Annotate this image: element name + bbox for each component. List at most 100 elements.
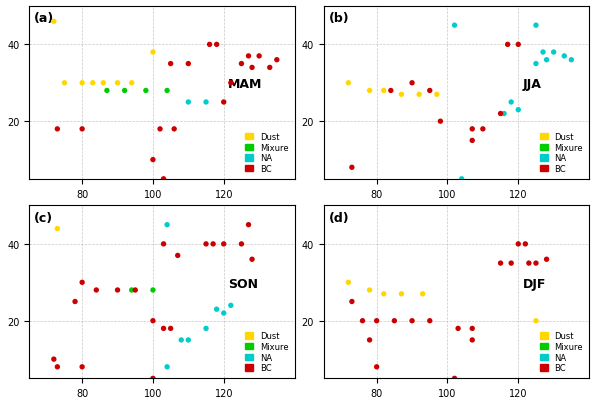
Point [209, 241, 218, 247]
Point [457, 176, 467, 183]
Text: (d): (d) [329, 211, 349, 224]
Point [237, 241, 246, 247]
Point [247, 256, 257, 263]
Point [425, 88, 434, 94]
Point [450, 23, 460, 29]
Point [372, 364, 381, 370]
Point [365, 88, 374, 94]
Point [166, 61, 175, 68]
Point [538, 50, 548, 56]
Point [184, 337, 193, 343]
Point [425, 318, 434, 324]
Point [159, 241, 168, 247]
Point [514, 107, 523, 114]
Point [70, 298, 80, 305]
Point [60, 80, 69, 87]
Point [176, 337, 186, 343]
Legend: Dust, Mixure, NA, BC: Dust, Mixure, NA, BC [243, 131, 290, 175]
Point [205, 42, 215, 49]
Point [390, 318, 399, 324]
Point [514, 42, 523, 49]
Point [414, 92, 424, 98]
Point [127, 287, 136, 294]
Point [201, 325, 211, 332]
Point [201, 241, 211, 247]
Point [219, 310, 228, 316]
Point [52, 226, 62, 232]
Point [247, 65, 257, 71]
Point [524, 260, 533, 266]
Point [131, 287, 140, 294]
Point [560, 53, 569, 60]
Point [567, 58, 576, 64]
Point [52, 126, 62, 133]
Point [120, 88, 129, 94]
Point [162, 88, 172, 94]
Point [549, 50, 558, 56]
Point [397, 92, 406, 98]
Text: DJF: DJF [523, 277, 546, 290]
Legend: Dust, Mixure, NA, BC: Dust, Mixure, NA, BC [243, 330, 290, 374]
Point [98, 80, 108, 87]
Point [272, 58, 281, 64]
Point [148, 157, 158, 164]
Point [407, 80, 417, 87]
Point [244, 53, 253, 60]
Point [244, 222, 253, 228]
Point [212, 306, 222, 313]
Point [77, 126, 87, 133]
Point [113, 287, 122, 294]
Point [496, 260, 505, 266]
Point [184, 61, 193, 68]
Point [379, 88, 389, 94]
Point [507, 100, 516, 106]
Point [148, 50, 158, 56]
Point [201, 100, 211, 106]
Point [407, 318, 417, 324]
Point [531, 260, 541, 266]
Point [499, 111, 509, 117]
Point [159, 176, 168, 183]
Point [542, 256, 551, 263]
Point [254, 53, 264, 60]
Point [365, 287, 374, 294]
Point [113, 80, 122, 87]
Point [379, 291, 389, 297]
Point [520, 241, 530, 247]
Point [88, 80, 98, 87]
Point [155, 126, 164, 133]
Point [52, 364, 62, 370]
Point [386, 88, 396, 94]
Point [148, 287, 158, 294]
Legend: Dust, Mixure, NA, BC: Dust, Mixure, NA, BC [538, 330, 585, 374]
Point [265, 65, 275, 71]
Point [467, 337, 477, 343]
Point [237, 61, 246, 68]
Legend: Dust, Mixure, NA, BC: Dust, Mixure, NA, BC [538, 131, 585, 175]
Point [169, 126, 179, 133]
Point [467, 325, 477, 332]
Point [358, 318, 367, 324]
Text: JJA: JJA [523, 78, 542, 91]
Point [343, 80, 353, 87]
Point [173, 253, 182, 259]
Point [102, 88, 111, 94]
Point [531, 61, 541, 68]
Point [531, 23, 541, 29]
Point [166, 325, 175, 332]
Point [162, 222, 172, 228]
Point [49, 19, 58, 26]
Point [542, 58, 551, 64]
Point [418, 291, 427, 297]
Point [496, 111, 505, 117]
Point [531, 318, 541, 324]
Point [212, 42, 222, 49]
Point [343, 279, 353, 286]
Point [365, 337, 374, 343]
Point [436, 119, 445, 125]
Point [159, 325, 168, 332]
Point [184, 100, 193, 106]
Point [478, 126, 488, 133]
Point [219, 100, 228, 106]
Point [148, 318, 158, 324]
